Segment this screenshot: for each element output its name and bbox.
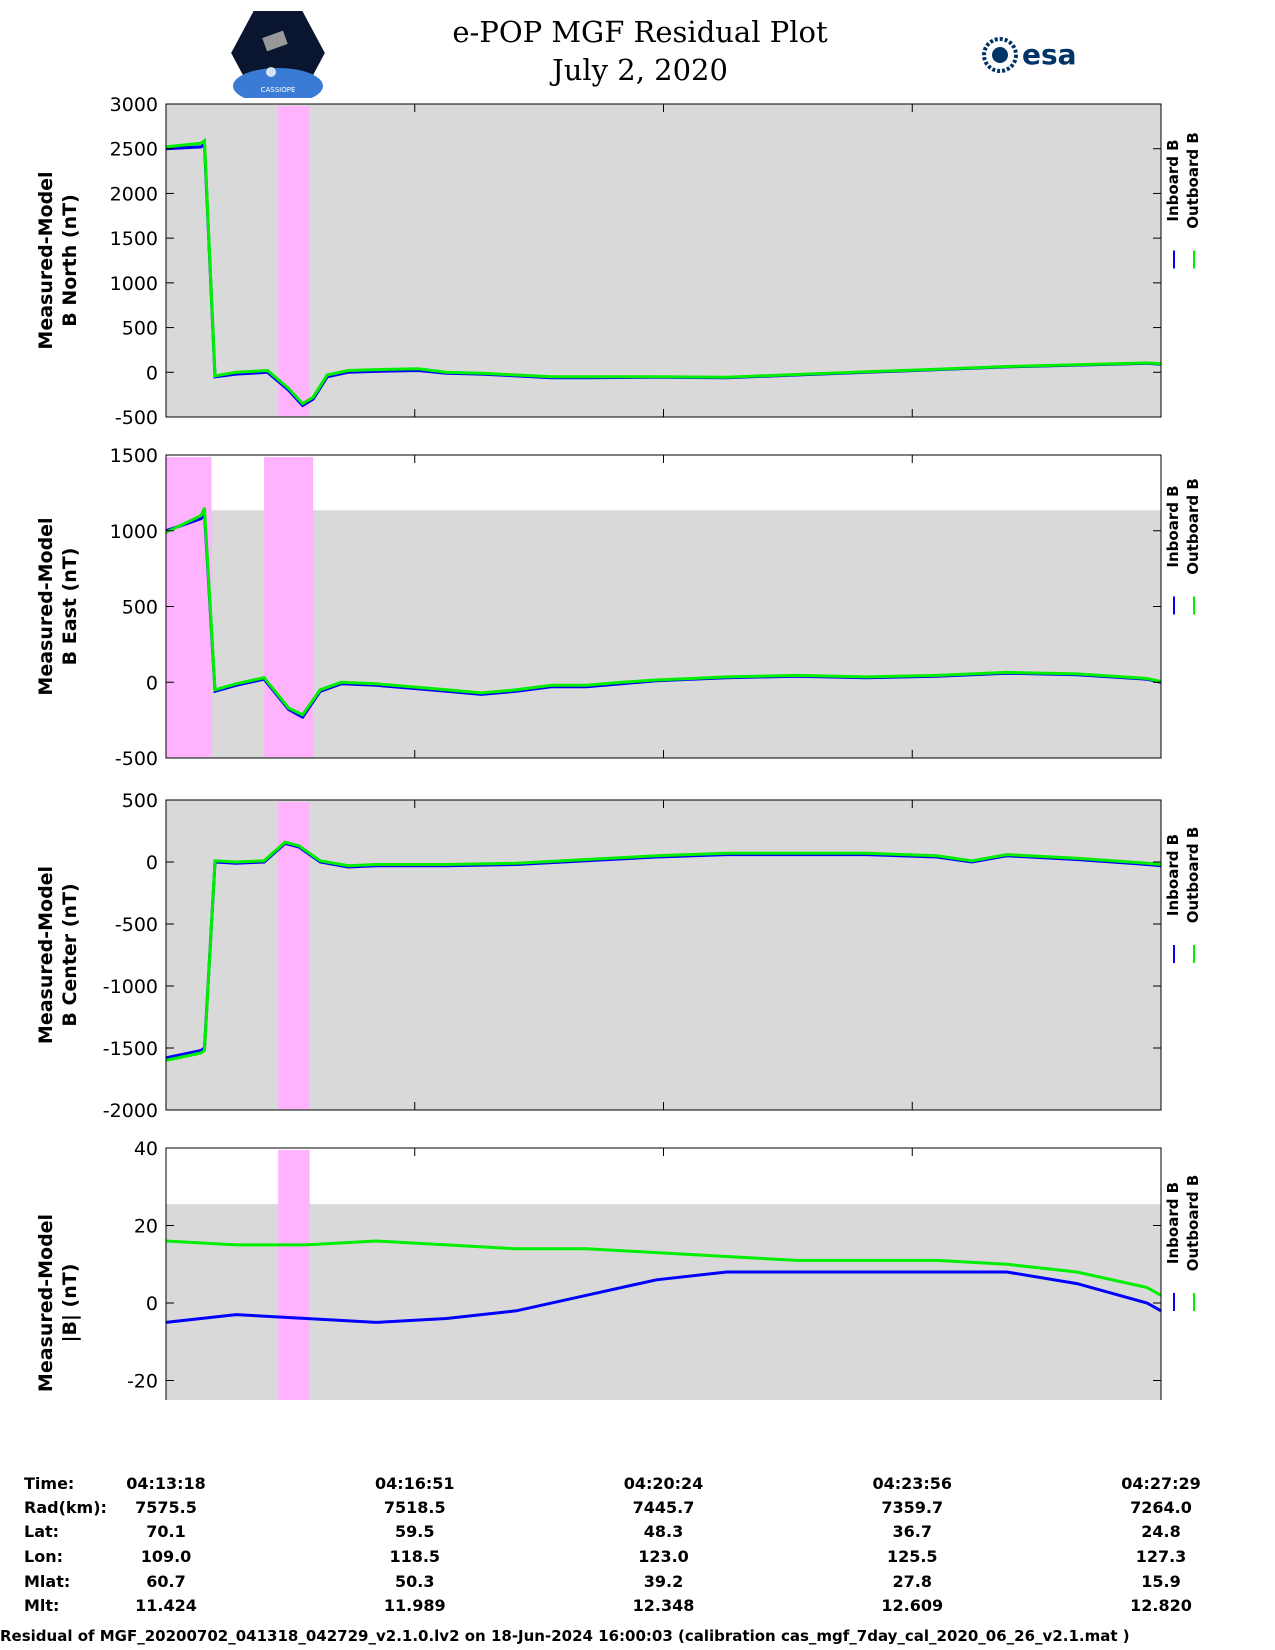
info-row-value: 7359.7 <box>881 1498 944 1517</box>
y-tick-label: -20 <box>127 1371 158 1393</box>
info-row-label: Time: <box>24 1474 75 1493</box>
info-row-value: 125.5 <box>886 1547 938 1566</box>
info-row-value: 11.424 <box>135 1596 197 1615</box>
cassiope-logo: CASSIOPE <box>228 9 328 98</box>
info-row-value: 24.8 <box>1141 1522 1181 1541</box>
shaded-interval <box>278 1150 310 1400</box>
info-row-value: 109.0 <box>140 1547 192 1566</box>
info-row-value: 12.609 <box>881 1596 944 1615</box>
y-tick-label: -2000 <box>103 1100 158 1122</box>
y-tick-label: -500 <box>115 914 158 936</box>
y-tick-label: 3000 <box>110 94 158 116</box>
y-axis-label: B North (nT) <box>59 194 81 327</box>
legend-inboard-label: Inboard B <box>1164 485 1182 567</box>
plot-background <box>166 1204 1161 1400</box>
shaded-interval <box>278 802 310 1109</box>
legend-outboard-label: Outboard B <box>1184 1175 1202 1272</box>
footer-caption: Residual of MGF_20200702_041318_042729_v… <box>0 1627 1130 1645</box>
legend-outboard-label: Outboard B <box>1184 827 1202 924</box>
info-row-value: 50.3 <box>395 1572 435 1591</box>
plot-background <box>166 510 1161 758</box>
y-axis-label: B East (nT) <box>59 548 81 666</box>
y-tick-label: 500 <box>122 790 158 812</box>
y-tick-label: 500 <box>122 597 158 619</box>
y-axis-label: Measured-Model <box>35 1214 57 1392</box>
info-row-value: 27.8 <box>892 1572 932 1591</box>
inboard-series-line <box>165 1270 1162 1324</box>
info-row-value: 127.3 <box>1135 1547 1187 1566</box>
y-tick-label: -1000 <box>103 976 158 998</box>
y-tick-label: 1000 <box>110 273 158 295</box>
info-row-value: 04:16:51 <box>374 1474 455 1493</box>
outboard-series-line <box>165 137 1162 406</box>
esa-logo-text: esa <box>1022 38 1077 71</box>
y-axis-label: Measured-Model <box>35 517 57 695</box>
residual-charts: 300025002000150010005000-500Measured-Mod… <box>35 94 1202 1400</box>
y-axis-label: Measured-Model <box>35 171 57 349</box>
y-tick-label: 1500 <box>110 445 158 467</box>
info-row-value: 7518.5 <box>383 1498 446 1517</box>
plot-date: July 2, 2020 <box>552 53 728 87</box>
esa-logo: esa <box>982 37 1077 73</box>
info-row-value: 123.0 <box>638 1547 689 1566</box>
info-row-value: 36.7 <box>892 1522 932 1541</box>
info-row-value: 04:23:56 <box>872 1474 953 1493</box>
outboard-series-line <box>165 840 1162 1062</box>
outboard-series-line <box>165 507 1162 717</box>
plot-background <box>166 800 1161 1110</box>
info-row-value: 59.5 <box>395 1522 435 1541</box>
legend-outboard-label: Outboard B <box>1184 478 1202 575</box>
info-row-value: 7445.7 <box>632 1498 695 1517</box>
y-tick-label: 500 <box>122 318 158 340</box>
plot-background <box>166 104 1161 417</box>
y-tick-label: 20 <box>134 1216 158 1238</box>
y-tick-label: 0 <box>146 672 158 694</box>
info-row-value: 7264.0 <box>1130 1498 1192 1517</box>
info-row-value: 04:20:24 <box>623 1474 704 1493</box>
y-tick-label: 1500 <box>110 228 158 250</box>
info-row-value: 70.1 <box>146 1522 186 1541</box>
legend-inboard-label: Inboard B <box>1164 1182 1182 1264</box>
info-row-value: 118.5 <box>389 1547 441 1566</box>
info-row-label: Rad(km): <box>24 1498 107 1517</box>
info-row-value: 15.9 <box>1141 1572 1181 1591</box>
legend-inboard-label: Inboard B <box>1164 139 1182 221</box>
y-tick-label: -500 <box>115 748 158 770</box>
info-row-value: 48.3 <box>643 1522 684 1541</box>
y-tick-label: 40 <box>134 1138 158 1160</box>
info-row-label: Lon: <box>24 1547 63 1566</box>
y-axis-label: |B| (nT) <box>59 1264 81 1343</box>
legend-inboard-label: Inboard B <box>1164 834 1182 916</box>
y-axis-label: Measured-Model <box>35 866 57 1044</box>
info-row-value: 12.820 <box>1130 1596 1192 1615</box>
y-tick-label: 2500 <box>110 139 158 161</box>
y-tick-label: 2000 <box>110 183 158 205</box>
y-tick-label: 0 <box>146 362 158 384</box>
info-row-value: 39.2 <box>643 1572 684 1591</box>
y-tick-label: 0 <box>146 852 158 874</box>
info-row-value: 7575.5 <box>135 1498 197 1517</box>
y-tick-label: -500 <box>115 407 158 429</box>
y-tick-label: -1500 <box>103 1038 158 1060</box>
outboard-series-line <box>165 1239 1162 1297</box>
plot-title: e-POP MGF Residual Plot <box>452 15 828 49</box>
info-row-label: Mlat: <box>24 1572 71 1591</box>
info-row-label: Mlt: <box>24 1596 60 1615</box>
info-row-value: 12.348 <box>632 1596 695 1615</box>
info-row-value: 11.989 <box>383 1596 446 1615</box>
info-row-label: Lat: <box>24 1522 60 1541</box>
legend-outboard-label: Outboard B <box>1184 132 1202 229</box>
info-row-value: 04:13:18 <box>126 1474 206 1493</box>
shaded-interval <box>278 106 310 416</box>
y-tick-label: 1000 <box>110 521 158 543</box>
info-row-value: 60.7 <box>146 1572 186 1591</box>
cassiope-logo-text: CASSIOPE <box>261 86 296 94</box>
info-row-value: 04:27:29 <box>1121 1474 1201 1493</box>
y-axis-label: B Center (nT) <box>59 883 81 1026</box>
y-tick-label: 0 <box>146 1293 158 1315</box>
